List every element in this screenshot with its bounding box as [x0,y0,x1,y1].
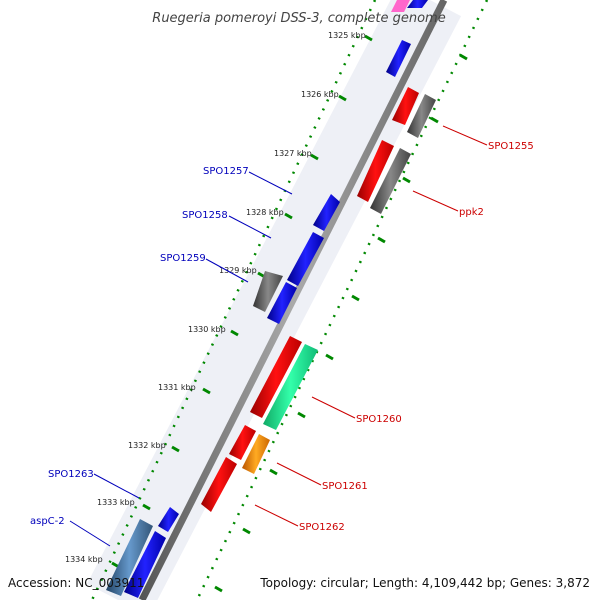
gene-red-1332[interactable] [229,425,256,460]
gene-spo1259[interactable] [267,282,297,324]
label-spo1259[interactable]: SPO1259 [160,253,206,264]
label-spo1258[interactable]: SPO1258 [182,210,228,221]
gene-blue-top[interactable] [407,0,428,8]
gene-red-1330[interactable] [250,336,302,418]
gene-spo1257[interactable] [313,194,340,231]
leader-aspc2 [69,520,111,547]
leader-spo1255 [442,125,488,146]
tick-label-1326: 1326 kbp [301,90,339,99]
label-spo1260[interactable]: SPO1260 [356,414,402,425]
gene-spo1258[interactable] [287,232,324,286]
inner-tick-dots [90,0,377,600]
label-aspc2[interactable]: aspC-2 [30,516,65,527]
tick-label-1329: 1329 kbp [219,266,257,275]
tick-marks [111,34,468,593]
accession-label: Accession: NC_003911 [8,576,144,590]
gene-spo1260[interactable] [263,344,318,430]
leader-spo1258 [228,215,272,239]
track-shadow [86,0,462,600]
label-spo1263[interactable]: SPO1263 [48,469,94,480]
label-spo1262[interactable]: SPO1262 [299,522,345,533]
tick-label-1331: 1331 kbp [158,383,196,392]
gene-spo1261[interactable] [242,434,270,474]
tick-label-1328: 1328 kbp [246,208,284,217]
gene-pink-top[interactable] [391,0,410,12]
gene-spo1262[interactable] [201,457,237,512]
gene-spo1263[interactable] [158,507,179,532]
leader-spo1263 [93,473,140,499]
gene-blue-1325[interactable] [386,40,411,77]
leader-ppk2 [412,190,459,212]
label-spo1261[interactable]: SPO1261 [322,481,368,492]
leader-spo1261 [276,462,322,486]
label-spo1257[interactable]: SPO1257 [203,166,249,177]
tick-label-1334: 1334 kbp [65,555,103,564]
label-spo1255[interactable]: SPO1255 [488,141,534,152]
gene-blue-1334[interactable] [124,531,166,598]
leader-spo1257 [248,171,293,195]
leader-spo1259 [205,258,249,283]
gene-aspc2[interactable] [106,519,153,596]
tick-label-1325: 1325 kbp [328,31,366,40]
gene-red-1327[interactable] [357,140,394,202]
tick-label-1333: 1333 kbp [97,498,135,507]
map-title: Ruegeria pomeroyi DSS-3, complete genome [152,11,445,26]
leader-spo1260 [311,396,356,419]
gene-ppk2[interactable] [370,148,411,214]
gene-spo1259-grey[interactable] [253,271,283,312]
label-ppk2[interactable]: ppk2 [459,207,484,218]
gene-red-1326[interactable] [392,87,419,125]
genome-backbone [138,0,448,600]
tick-label-1330: 1330 kbp [188,325,226,334]
outer-tick-dots [195,0,489,600]
topology-label: Topology: circular; Length: 4,109,442 bp… [259,576,590,590]
leader-spo1262 [254,504,299,527]
gene-spo1255[interactable] [407,94,436,138]
tick-label-1327: 1327 kbp [274,149,312,158]
tick-label-1332: 1332 kbp [128,441,166,450]
